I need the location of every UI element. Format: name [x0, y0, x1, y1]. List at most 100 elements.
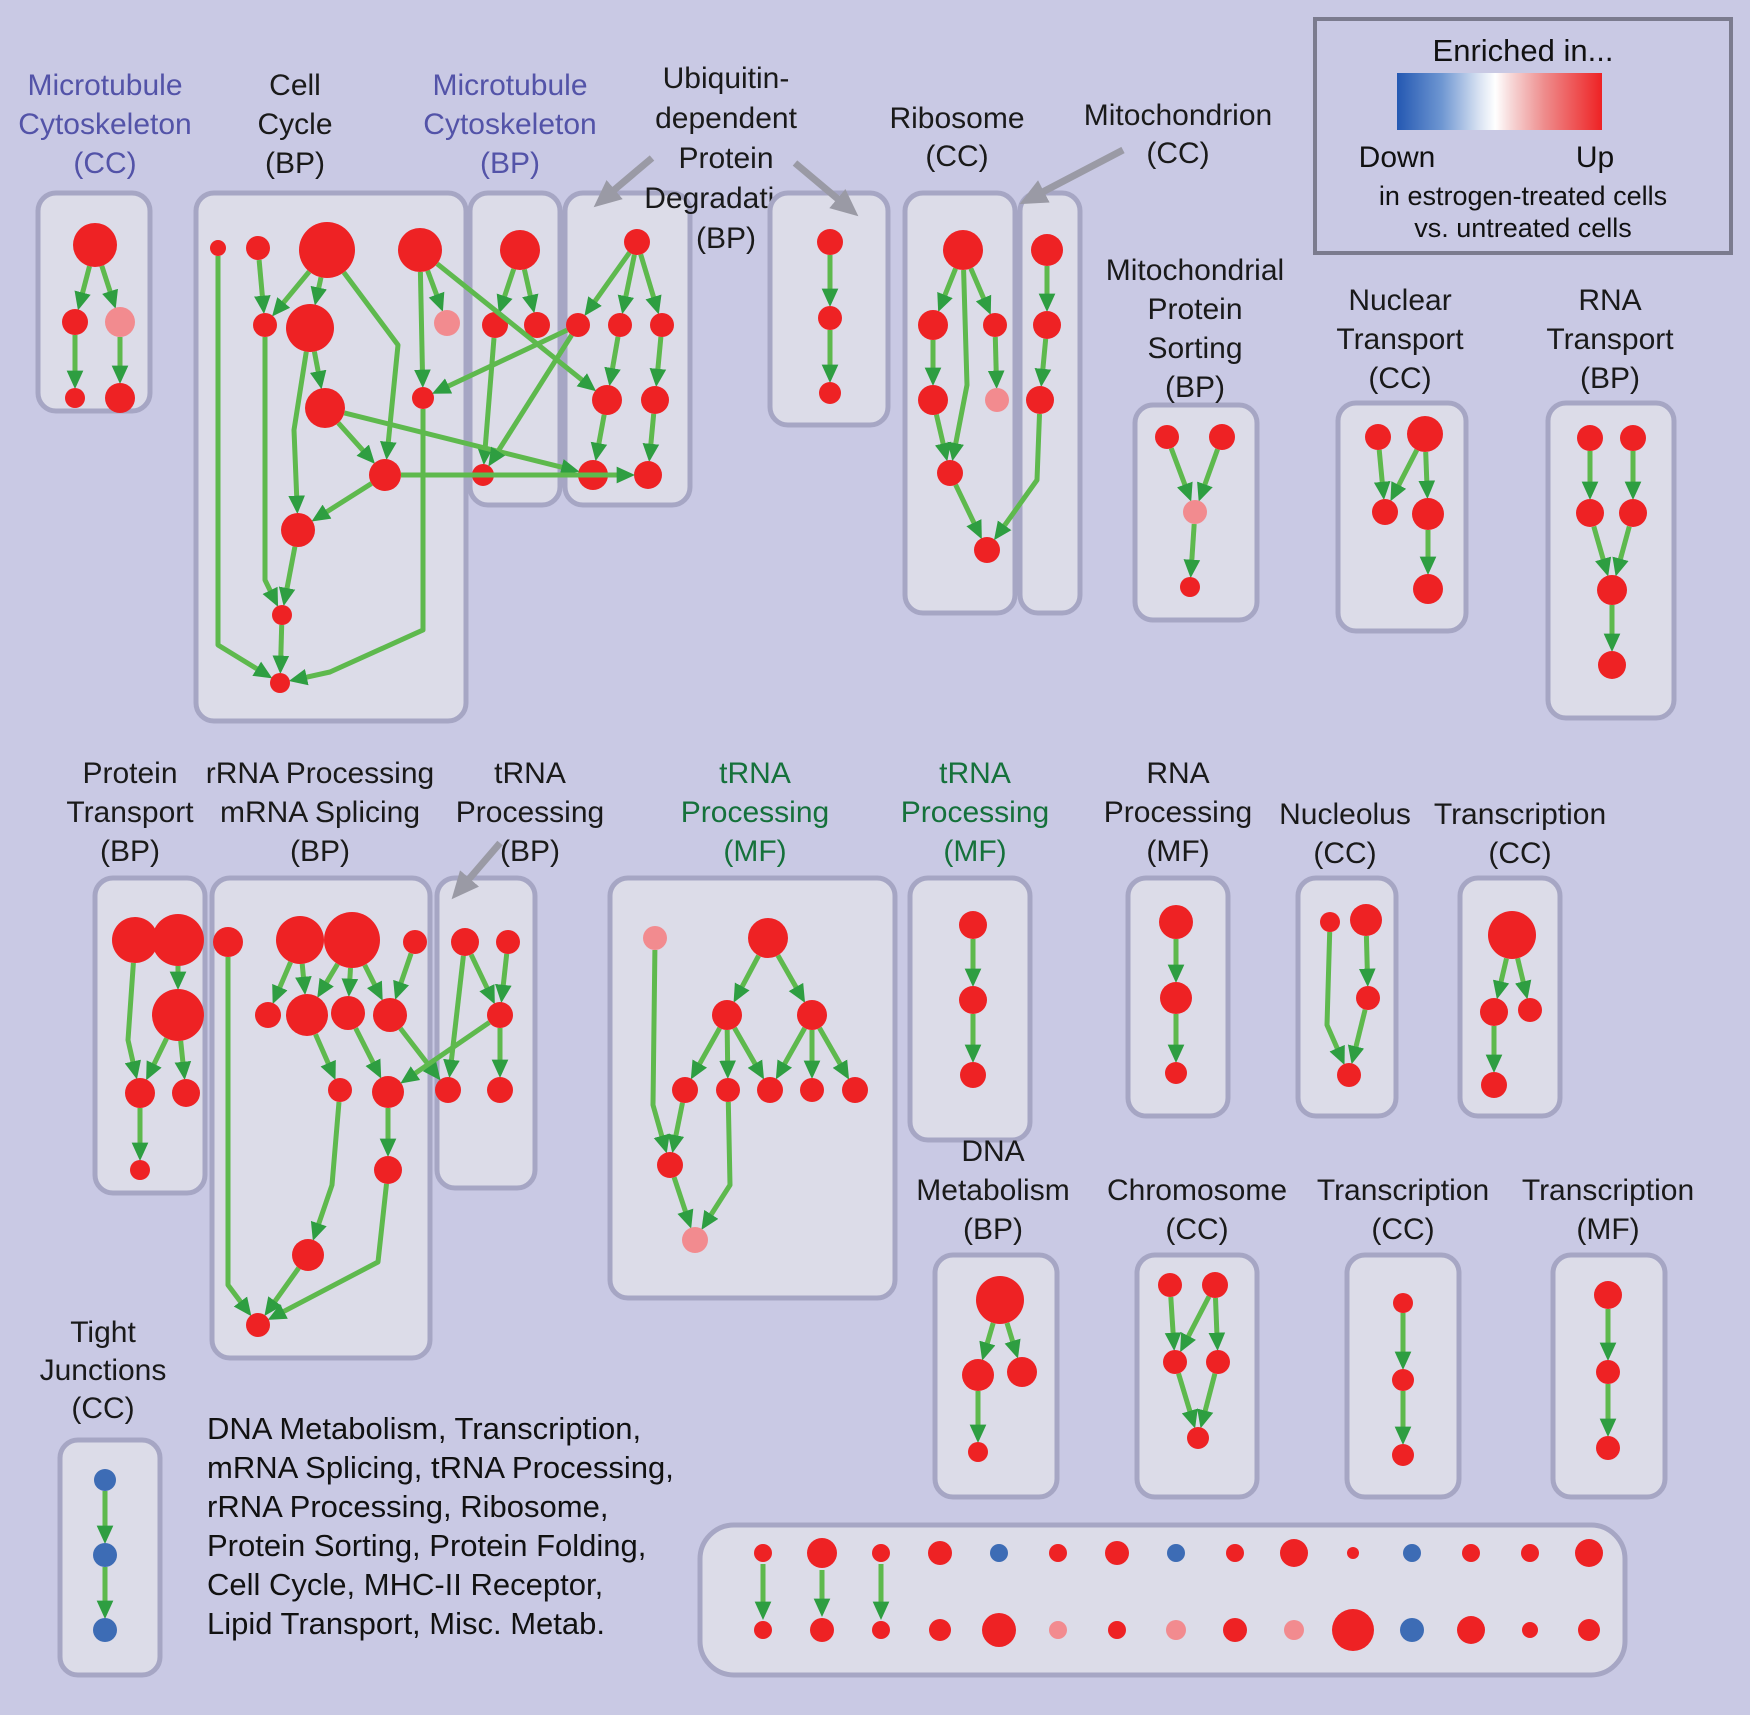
go-edge	[671, 1176, 694, 1229]
go-term-node	[959, 986, 987, 1014]
go-edge	[1197, 448, 1220, 502]
go-edge	[979, 1322, 996, 1361]
go-term-node	[650, 313, 674, 337]
go-term-node	[324, 912, 380, 968]
go-edge	[496, 268, 517, 314]
go-term-node	[1522, 1622, 1538, 1638]
go-edge	[617, 254, 637, 315]
go-term-node	[1160, 982, 1192, 1014]
go-edge	[1034, 338, 1052, 388]
go-edge	[310, 276, 327, 306]
go-edge	[650, 949, 670, 1154]
go-term-node	[608, 313, 632, 337]
go-edge	[733, 954, 761, 1003]
go-term-node	[982, 1613, 1016, 1647]
go-edge	[1180, 1295, 1212, 1353]
go-term-node	[1187, 1427, 1209, 1449]
go-term-node	[1280, 1539, 1308, 1567]
go-term-node	[281, 513, 315, 547]
go-term-node	[286, 304, 334, 352]
cluster-label-cell-cycle-bp: Cell Cycle (BP)	[257, 69, 332, 180]
go-term-node	[412, 387, 434, 409]
go-term-node	[641, 386, 669, 414]
go-term-node	[1158, 1273, 1182, 1297]
go-term-node	[1462, 1544, 1480, 1562]
cluster-trna-processing-mf-1: tRNA Processing (MF)	[607, 757, 898, 1301]
go-edge	[1612, 525, 1632, 577]
cluster-label-nuclear-transport-cc: Nuclear Transport (CC)	[1336, 284, 1464, 395]
cluster-label-rna-transport-bp: RNA Transport (BP)	[1546, 284, 1674, 395]
go-edge	[278, 546, 298, 607]
go-term-node	[398, 228, 442, 272]
go-term-node	[1412, 498, 1444, 530]
cross-cluster-edge	[343, 410, 580, 476]
go-edge	[272, 270, 312, 317]
go-edge	[393, 952, 414, 1000]
legend-subtitle-2: vs. untreated cells	[1414, 213, 1632, 243]
misc-text-line: mRNA Splicing, tRNA Processing,	[207, 1450, 674, 1485]
go-term-node	[807, 1538, 837, 1568]
go-term-node	[1347, 1547, 1359, 1559]
label-pointer-arrow	[792, 160, 859, 217]
go-term-node	[451, 928, 479, 956]
go-edge	[267, 1183, 389, 1320]
go-term-node	[1183, 500, 1207, 524]
cluster-label-dna-metabolism-bp: DNA Metabolism (BP)	[916, 1135, 1069, 1246]
cluster-microtubule-cytoskeleton-bp: Microtubule Cytoskeleton (BP)	[423, 69, 597, 508]
go-edge	[1515, 957, 1532, 1000]
go-edge	[495, 953, 512, 1004]
go-term-node	[125, 1078, 155, 1108]
go-edge	[262, 337, 279, 607]
go-term-node	[286, 994, 328, 1036]
go-edge	[987, 336, 1005, 389]
go-term-node	[592, 385, 622, 415]
legend-up-label: Up	[1575, 141, 1615, 174]
go-term-node	[1575, 1539, 1603, 1567]
cluster-transcription-mf: Transcription (MF)	[1522, 1174, 1694, 1500]
go-edge	[468, 953, 495, 1005]
cluster-transcription-cc-2: Transcription (CC)	[1317, 1174, 1489, 1500]
cross-cluster-edge	[435, 261, 597, 392]
legend-down-label: Down	[1358, 141, 1436, 174]
go-term-node	[1596, 1360, 1620, 1384]
go-term-node	[93, 1543, 117, 1567]
go-term-node	[496, 930, 520, 954]
cluster-label-trna-processing-bp: tRNA Processing (BP)	[456, 757, 604, 868]
cluster-nuclear-transport-cc: Nuclear Transport (CC)	[1335, 284, 1469, 634]
go-term-node	[369, 459, 401, 491]
go-term-node	[1372, 499, 1398, 525]
go-term-node	[624, 229, 650, 255]
go-term-node	[1457, 1616, 1485, 1644]
go-term-node	[62, 309, 88, 335]
cluster-box-trna-processing-bp	[434, 875, 538, 1191]
go-edge	[254, 259, 271, 315]
go-term-node	[1332, 1609, 1374, 1651]
cluster-rna-transport-bp: RNA Transport (BP)	[1545, 284, 1677, 721]
go-term-node	[305, 388, 345, 428]
cluster-ubiquitin-dependent-protein-degradation-bp: Ubiquitin-dependent Protein Degradation (BP…	[562, 62, 808, 508]
go-edge	[1373, 449, 1391, 501]
cluster-label-microtubule-cytoskeleton-bp: Microtubule Cytoskeleton (BP)	[423, 69, 596, 180]
misc-text-line: Cell Cycle, MHC-II Receptor,	[207, 1567, 604, 1602]
go-term-node	[172, 1079, 200, 1107]
go-edge	[313, 1033, 336, 1080]
go-edge	[124, 962, 141, 1080]
cluster-ubiquitin-degradation-bp-2	[767, 190, 891, 428]
go-edge	[264, 1266, 301, 1317]
go-edge	[1004, 1322, 1021, 1359]
go-edge	[1418, 451, 1436, 499]
go-term-node	[255, 1002, 281, 1028]
go-term-node	[842, 1077, 868, 1103]
go-term-node	[1392, 1444, 1414, 1466]
go-term-node	[152, 914, 204, 966]
go-edge	[1591, 525, 1612, 577]
go-term-node	[1350, 904, 1382, 936]
go-edge	[1197, 1372, 1218, 1429]
go-edge	[1176, 1372, 1198, 1429]
go-edge	[476, 337, 497, 466]
go-edge	[604, 336, 621, 387]
go-term-node	[112, 917, 158, 963]
go-term-node	[800, 1078, 824, 1102]
